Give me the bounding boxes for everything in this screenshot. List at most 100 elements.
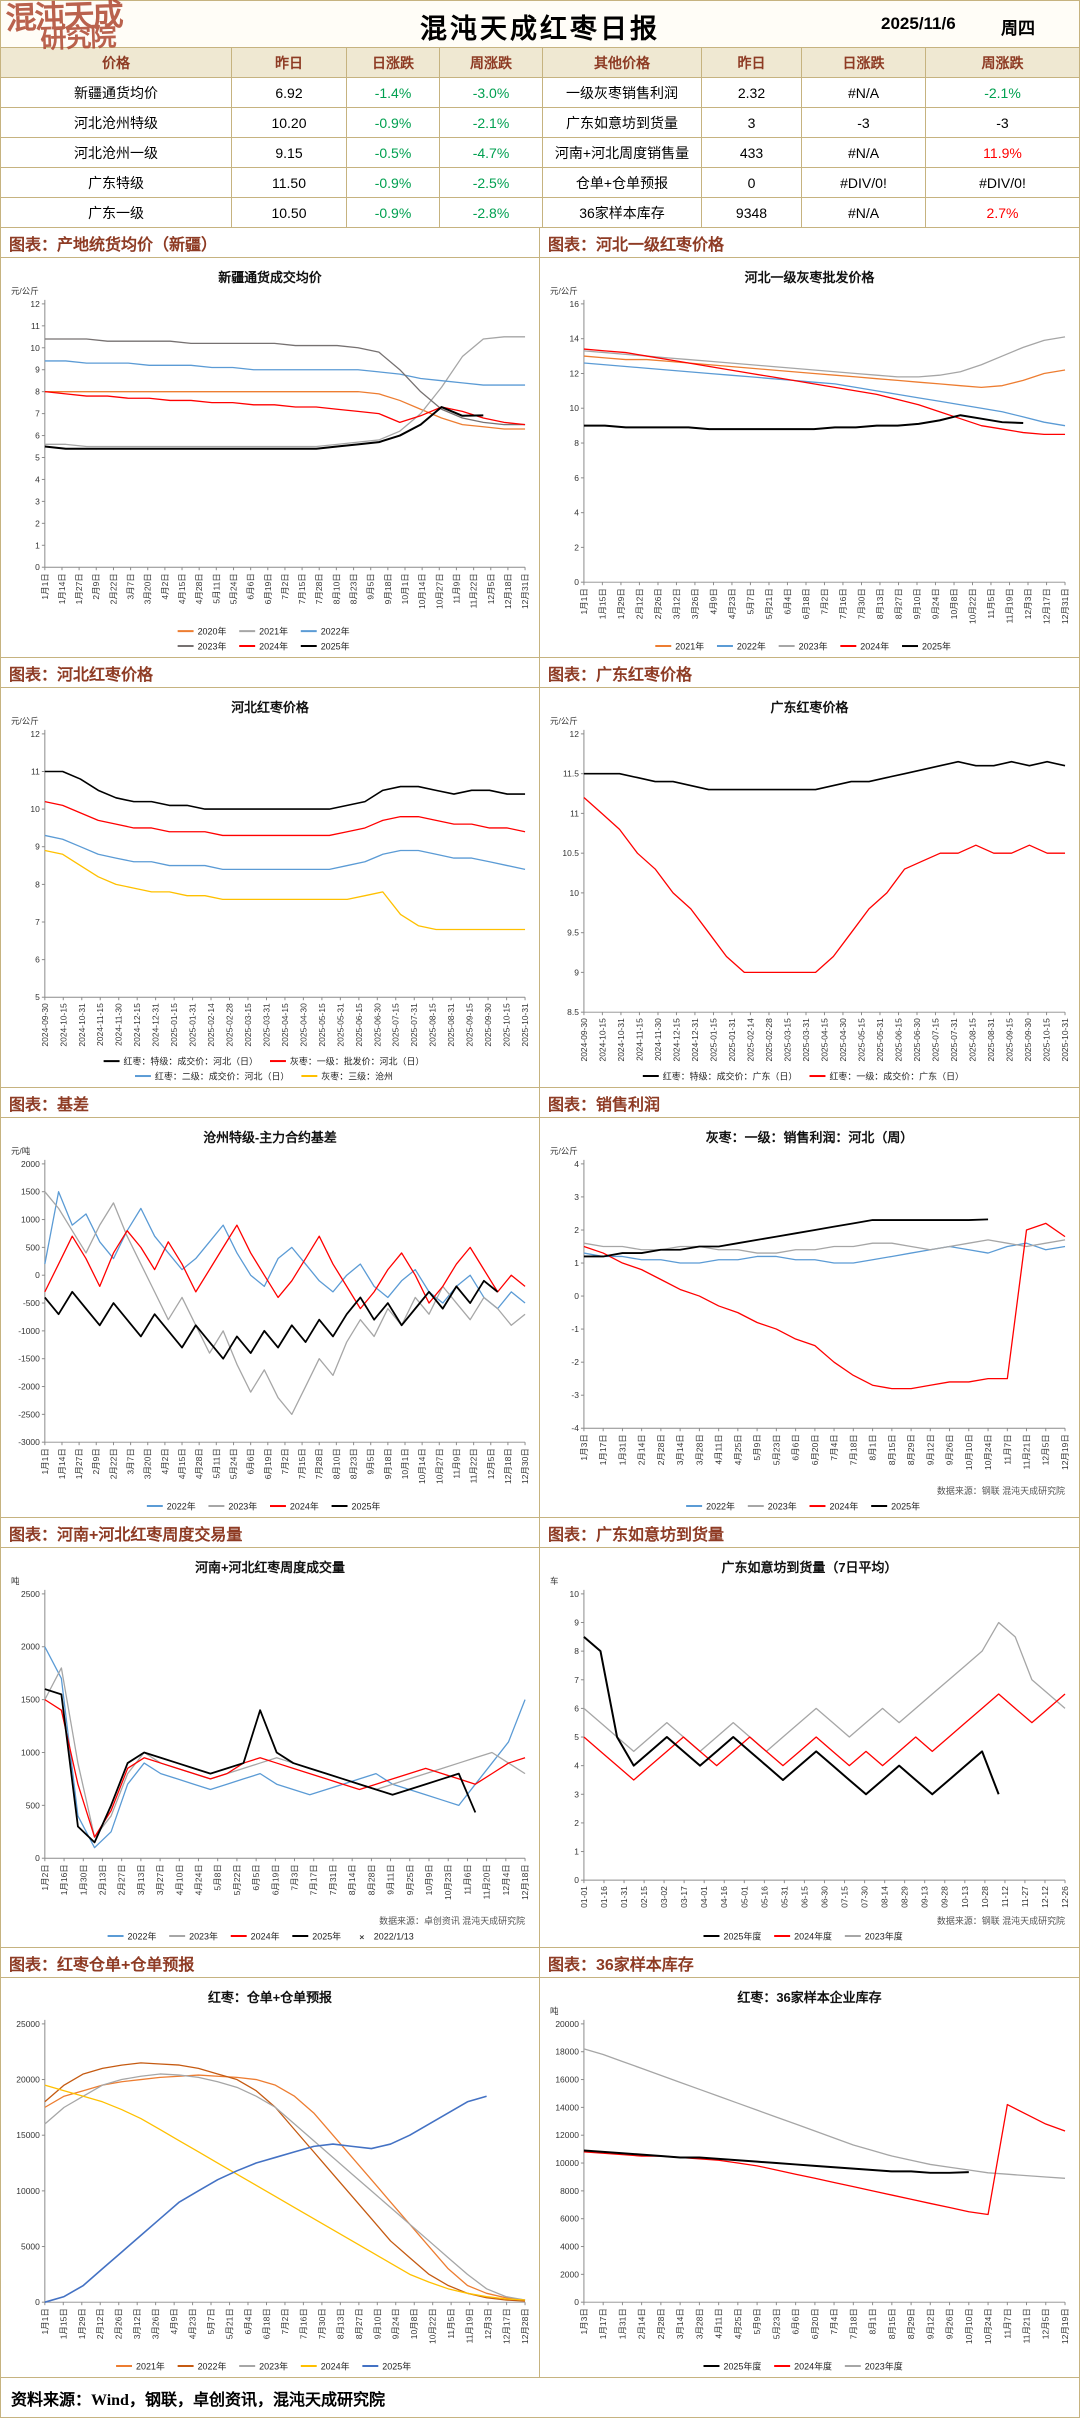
chart-section-label: 图表：36家样本库存 bbox=[540, 1948, 1080, 1978]
svg-text:9: 9 bbox=[35, 842, 40, 852]
svg-text:灰枣：三级：沧州: 灰枣：三级：沧州 bbox=[321, 1071, 393, 1082]
svg-text:6月4日: 6月4日 bbox=[782, 588, 792, 614]
svg-text:2025-03-31: 2025-03-31 bbox=[262, 1003, 272, 1047]
price-table: 价格 昨日 日涨跌 周涨跌 其他价格 昨日 日涨跌 周涨跌 新疆通货均价 6.92 -1.4% -3.… bbox=[0, 48, 1080, 228]
svg-text:2024-12-15: 2024-12-15 bbox=[671, 1018, 681, 1062]
svg-text:2025-01-31: 2025-01-31 bbox=[727, 1018, 737, 1062]
svg-text:2024年度: 2024年度 bbox=[794, 1931, 832, 1942]
svg-text:9月25日: 9月25日 bbox=[405, 1864, 415, 1895]
svg-text:12月28日: 12月28日 bbox=[520, 2308, 530, 2344]
svg-text:2月13日: 2月13日 bbox=[97, 1864, 107, 1895]
svg-text:2月26日: 2月26日 bbox=[653, 588, 663, 619]
svg-text:9: 9 bbox=[574, 967, 579, 977]
svg-text:4: 4 bbox=[35, 474, 40, 484]
report-title: 混沌天成红枣日报 bbox=[420, 14, 660, 44]
chart-xinjiang-avg-price: 0 1 2 3 4 5 6 7 8 9 10 11 12 1月1日 1月14日 1月27日 2月9日 2月22日 3… bbox=[0, 258, 540, 658]
svg-text:11-12: 11-12 bbox=[1000, 1886, 1010, 1907]
svg-text:05-01: 05-01 bbox=[739, 1886, 749, 1908]
svg-text:2024-10-15: 2024-10-15 bbox=[58, 1003, 68, 1047]
svg-text:-3000: -3000 bbox=[18, 1437, 40, 1447]
svg-text:2025-10-15: 2025-10-15 bbox=[502, 1003, 512, 1047]
svg-text:2: 2 bbox=[574, 1225, 579, 1235]
svg-text:11月21日: 11月21日 bbox=[1021, 1434, 1031, 1469]
svg-text:1月3日: 1月3日 bbox=[579, 1434, 589, 1460]
svg-text:8月13日: 8月13日 bbox=[875, 588, 885, 619]
price-table-header: 周涨跌 bbox=[440, 48, 543, 78]
svg-text:9.5: 9.5 bbox=[567, 928, 579, 938]
svg-text:2025-08-31: 2025-08-31 bbox=[986, 1018, 996, 1062]
svg-text:数据来源：卓创资讯 混沌天成研究院: 数据来源：卓创资讯 混沌天成研究院 bbox=[379, 1915, 525, 1926]
svg-text:2023年度: 2023年度 bbox=[865, 2361, 903, 2372]
svg-text:2月12日: 2月12日 bbox=[95, 2308, 105, 2339]
svg-text:14000: 14000 bbox=[555, 2102, 579, 2112]
svg-text:1月17日: 1月17日 bbox=[598, 2308, 608, 2339]
svg-text:2025-02-14: 2025-02-14 bbox=[206, 1003, 216, 1047]
svg-text:9: 9 bbox=[35, 365, 40, 375]
svg-text:-1: -1 bbox=[571, 1324, 579, 1334]
svg-text:2025-08-15: 2025-08-15 bbox=[967, 1018, 977, 1062]
svg-text:8月29日: 8月29日 bbox=[906, 2308, 916, 2339]
svg-text:04-01: 04-01 bbox=[699, 1886, 709, 1908]
svg-text:10: 10 bbox=[570, 403, 580, 413]
svg-text:红枣：36家样本企业库存: 红枣：36家样本企业库存 bbox=[737, 1990, 881, 2005]
svg-text:2025年: 2025年 bbox=[312, 1931, 341, 1942]
chart-hebei-first-grade-price: 0 2 4 6 8 10 12 14 16 1月1日 1月15日 1月29日 2月12日 2月26日 3月1… bbox=[540, 258, 1080, 658]
svg-text:12月5日: 12月5日 bbox=[1041, 1434, 1051, 1465]
svg-text:02-15: 02-15 bbox=[639, 1886, 649, 1908]
chart-svg-hebei-first-grade-price: 0 2 4 6 8 10 12 14 16 1月1日 1月15日 1月29日 2月12日 2月26日 3月1… bbox=[550, 270, 1070, 652]
svg-text:7月17日: 7月17日 bbox=[309, 1864, 319, 1895]
svg-text:广东红枣价格: 广东红枣价格 bbox=[771, 700, 850, 715]
svg-text:20000: 20000 bbox=[16, 2075, 40, 2085]
svg-text:11月5日: 11月5日 bbox=[986, 588, 996, 618]
svg-text:6月19日: 6月19日 bbox=[270, 1864, 280, 1895]
price-table-header: 日涨跌 bbox=[347, 48, 440, 78]
svg-text:6: 6 bbox=[35, 955, 40, 965]
price-value: -3 bbox=[926, 108, 1080, 138]
price-value: 0 bbox=[702, 168, 802, 198]
svg-text:4月28日: 4月28日 bbox=[194, 573, 204, 604]
svg-text:元/公斤: 元/公斤 bbox=[550, 286, 578, 296]
svg-text:元/吨: 元/吨 bbox=[11, 1146, 31, 1156]
svg-text:25000: 25000 bbox=[16, 2019, 40, 2029]
svg-text:3月14日: 3月14日 bbox=[675, 1434, 685, 1465]
price-value: -2.5% bbox=[440, 168, 543, 198]
svg-text:12月17日: 12月17日 bbox=[1042, 588, 1052, 624]
svg-text:2025-06-30: 2025-06-30 bbox=[372, 1003, 382, 1047]
svg-text:2025-01-15: 2025-01-15 bbox=[708, 1018, 718, 1062]
svg-text:11月7日: 11月7日 bbox=[1002, 2308, 1012, 2338]
svg-text:1月1日: 1月1日 bbox=[40, 573, 50, 599]
price-value: 2.32 bbox=[702, 78, 802, 108]
svg-text:4月2日: 4月2日 bbox=[160, 573, 170, 599]
svg-text:6: 6 bbox=[35, 431, 40, 441]
svg-text:6月4日: 6月4日 bbox=[243, 2308, 253, 2334]
svg-text:16: 16 bbox=[570, 299, 580, 309]
svg-text:3月27日: 3月27日 bbox=[155, 1864, 165, 1895]
price-table-header: 日涨跌 bbox=[802, 48, 926, 78]
svg-text:3月26日: 3月26日 bbox=[151, 2308, 161, 2339]
svg-text:4月15日: 4月15日 bbox=[177, 573, 187, 604]
svg-text:01-31: 01-31 bbox=[619, 1886, 629, 1908]
svg-text:2025-05-31: 2025-05-31 bbox=[875, 1018, 885, 1062]
chart-section-label: 图表：河北红枣价格 bbox=[0, 658, 540, 688]
svg-text:2023年: 2023年 bbox=[799, 641, 828, 652]
report-date: 2025/11/6 bbox=[881, 14, 956, 33]
price-value: 9.15 bbox=[232, 138, 347, 168]
svg-text:12月17日: 12月17日 bbox=[502, 2308, 512, 2344]
svg-text:4月25日: 4月25日 bbox=[733, 1434, 743, 1465]
svg-text:9月18日: 9月18日 bbox=[383, 573, 393, 604]
svg-text:8月14日: 8月14日 bbox=[347, 1864, 357, 1895]
svg-text:2022年: 2022年 bbox=[321, 626, 350, 637]
price-value: 9348 bbox=[702, 198, 802, 228]
svg-text:6月19日: 6月19日 bbox=[263, 1448, 273, 1479]
svg-text:5月24日: 5月24日 bbox=[229, 573, 239, 604]
svg-text:7月18日: 7月18日 bbox=[848, 2308, 858, 2339]
svg-text:2025年: 2025年 bbox=[382, 2361, 411, 2372]
svg-text:07-30: 07-30 bbox=[860, 1886, 870, 1908]
svg-text:2023年: 2023年 bbox=[189, 1931, 218, 1942]
svg-text:9月5日: 9月5日 bbox=[366, 1448, 376, 1474]
svg-text:3: 3 bbox=[574, 1192, 579, 1202]
svg-text:11月21日: 11月21日 bbox=[1021, 2308, 1031, 2343]
price-row-label: 河北沧州特级 bbox=[0, 108, 232, 138]
svg-text:2025-07-31: 2025-07-31 bbox=[949, 1018, 959, 1062]
price-value: #N/A bbox=[802, 78, 926, 108]
